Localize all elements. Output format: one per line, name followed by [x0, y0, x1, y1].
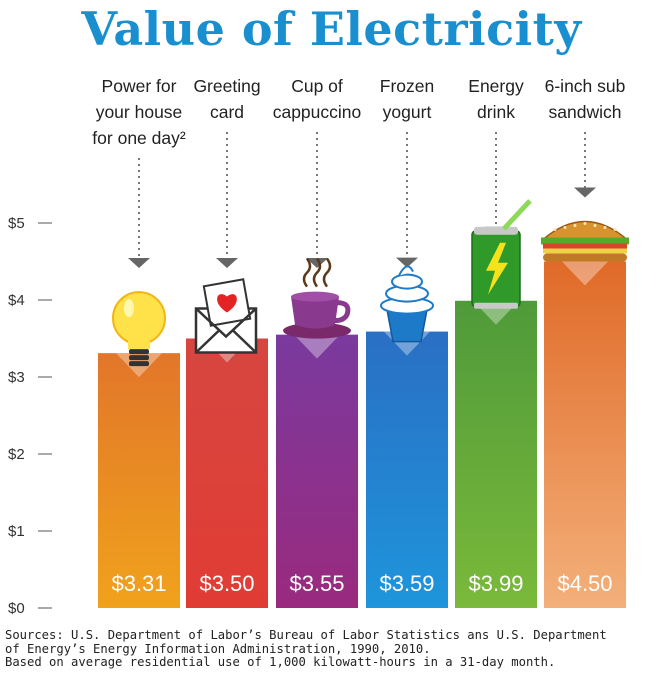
greeting-card-icon	[194, 278, 258, 354]
category-label: drink	[477, 102, 515, 122]
category-label: for one day²	[92, 128, 186, 148]
category-label: sandwich	[549, 102, 622, 122]
value-label: $3.50	[199, 571, 254, 596]
y-tick-label: $1	[8, 523, 25, 540]
category-label: Greeting	[193, 76, 260, 96]
source-line-2: of Energy’s Energy Information Administr…	[5, 641, 431, 656]
y-tick-label: $2	[8, 446, 25, 463]
sandwich-icon	[540, 220, 630, 262]
value-label: $3.99	[468, 571, 523, 596]
source-line-3: Based on average residential use of 1,00…	[5, 655, 556, 670]
category-label: card	[210, 102, 244, 122]
bar-chevron	[562, 261, 608, 286]
value-label: $3.55	[289, 571, 344, 596]
bar	[276, 334, 358, 608]
value-label: $4.50	[557, 571, 612, 596]
bar-chevron	[294, 334, 340, 359]
pointer-arrow	[128, 258, 150, 268]
source-line-1: Sources: U.S. Department of Labor’s Bure…	[5, 628, 607, 642]
bar	[366, 331, 448, 608]
category-label: Frozen	[380, 76, 434, 96]
y-tick-label: $5	[8, 215, 25, 232]
pointer-arrow	[396, 257, 418, 268]
energy-drink-icon	[471, 199, 532, 309]
value-label: $3.59	[379, 571, 434, 596]
value-label: $3.31	[111, 571, 166, 596]
category-label: Power for	[102, 76, 177, 96]
frozen-yogurt-icon	[380, 265, 434, 343]
y-tick-label: $4	[8, 292, 25, 309]
source-note: Sources: U.S. Department of Labor’s Bure…	[5, 628, 661, 670]
y-tick-label: $3	[8, 369, 25, 386]
chart-title: Value of Electricity	[81, 2, 582, 56]
category-label: yogurt	[383, 102, 432, 122]
bar	[186, 338, 268, 608]
light-bulb-icon	[112, 291, 166, 367]
bar-chart: $0 $1 $2 $3 $4 $5 $3.31 Power for your house for …	[8, 76, 630, 617]
category-label: cappuccino	[273, 102, 362, 122]
category-label: Energy	[468, 76, 524, 96]
category-label: your house	[96, 102, 183, 122]
pointer-arrow	[574, 187, 596, 198]
bar	[544, 261, 626, 608]
bar	[98, 353, 180, 608]
category-label: Cup of	[291, 76, 343, 96]
category-label: 6-inch sub	[545, 76, 626, 96]
y-tick-label: $0	[8, 600, 25, 617]
pointer-arrow	[306, 258, 328, 268]
pointer-arrow	[216, 258, 238, 268]
coffee-cup-icon	[283, 257, 351, 339]
bar	[455, 300, 537, 608]
